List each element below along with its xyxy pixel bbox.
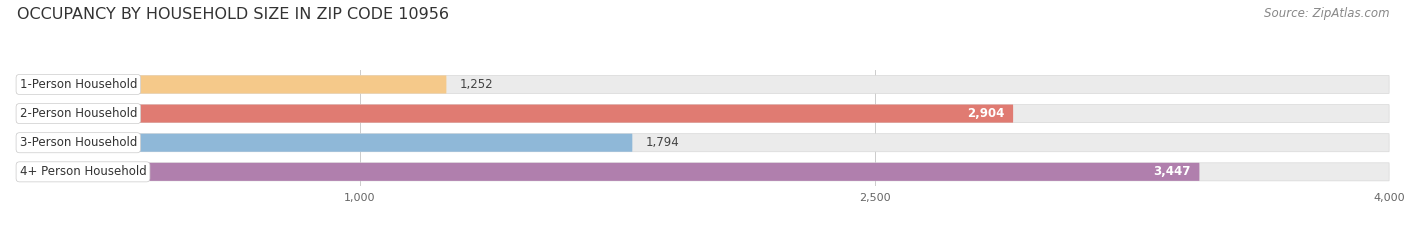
- Text: 1,252: 1,252: [460, 78, 494, 91]
- FancyBboxPatch shape: [17, 163, 1199, 181]
- FancyBboxPatch shape: [17, 105, 1389, 123]
- Text: 1,794: 1,794: [645, 136, 681, 149]
- FancyBboxPatch shape: [17, 105, 1014, 123]
- Text: 3,447: 3,447: [1153, 165, 1191, 178]
- FancyBboxPatch shape: [17, 75, 1389, 93]
- Text: Source: ZipAtlas.com: Source: ZipAtlas.com: [1264, 7, 1389, 20]
- Text: 4+ Person Household: 4+ Person Household: [20, 165, 146, 178]
- FancyBboxPatch shape: [17, 163, 1389, 181]
- FancyBboxPatch shape: [17, 75, 446, 93]
- FancyBboxPatch shape: [17, 134, 1389, 152]
- Text: 1-Person Household: 1-Person Household: [20, 78, 138, 91]
- Text: 2,904: 2,904: [967, 107, 1004, 120]
- FancyBboxPatch shape: [17, 134, 633, 152]
- Text: 2-Person Household: 2-Person Household: [20, 107, 138, 120]
- Text: 3-Person Household: 3-Person Household: [20, 136, 136, 149]
- Text: OCCUPANCY BY HOUSEHOLD SIZE IN ZIP CODE 10956: OCCUPANCY BY HOUSEHOLD SIZE IN ZIP CODE …: [17, 7, 449, 22]
